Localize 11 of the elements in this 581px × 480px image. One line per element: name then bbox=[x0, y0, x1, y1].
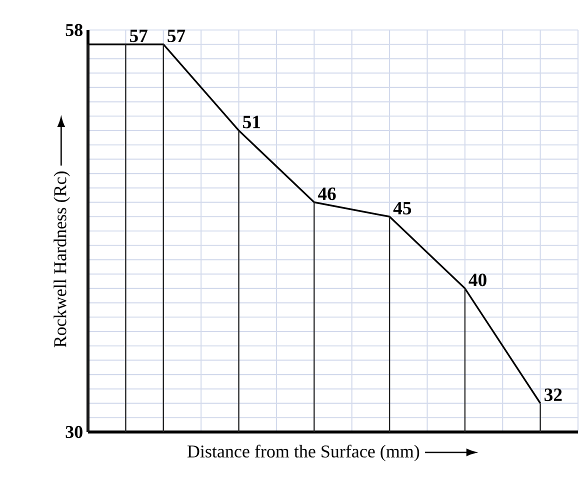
x-axis-title: Distance from the Surface (mm) bbox=[187, 444, 420, 462]
data-label: 32 bbox=[544, 388, 562, 402]
data-label: 40 bbox=[468, 274, 486, 286]
data-label: 57 bbox=[168, 30, 186, 42]
y-tick-label: 30 bbox=[66, 426, 82, 438]
data-label: 51 bbox=[243, 116, 260, 128]
data-label: 46 bbox=[318, 188, 336, 200]
y-tick-label: 58 bbox=[66, 24, 83, 36]
data-label: 45 bbox=[393, 202, 412, 214]
data-label: 57 bbox=[130, 30, 148, 42]
y-axis-title: Rockwell Hardness (Rc) bbox=[54, 172, 70, 348]
